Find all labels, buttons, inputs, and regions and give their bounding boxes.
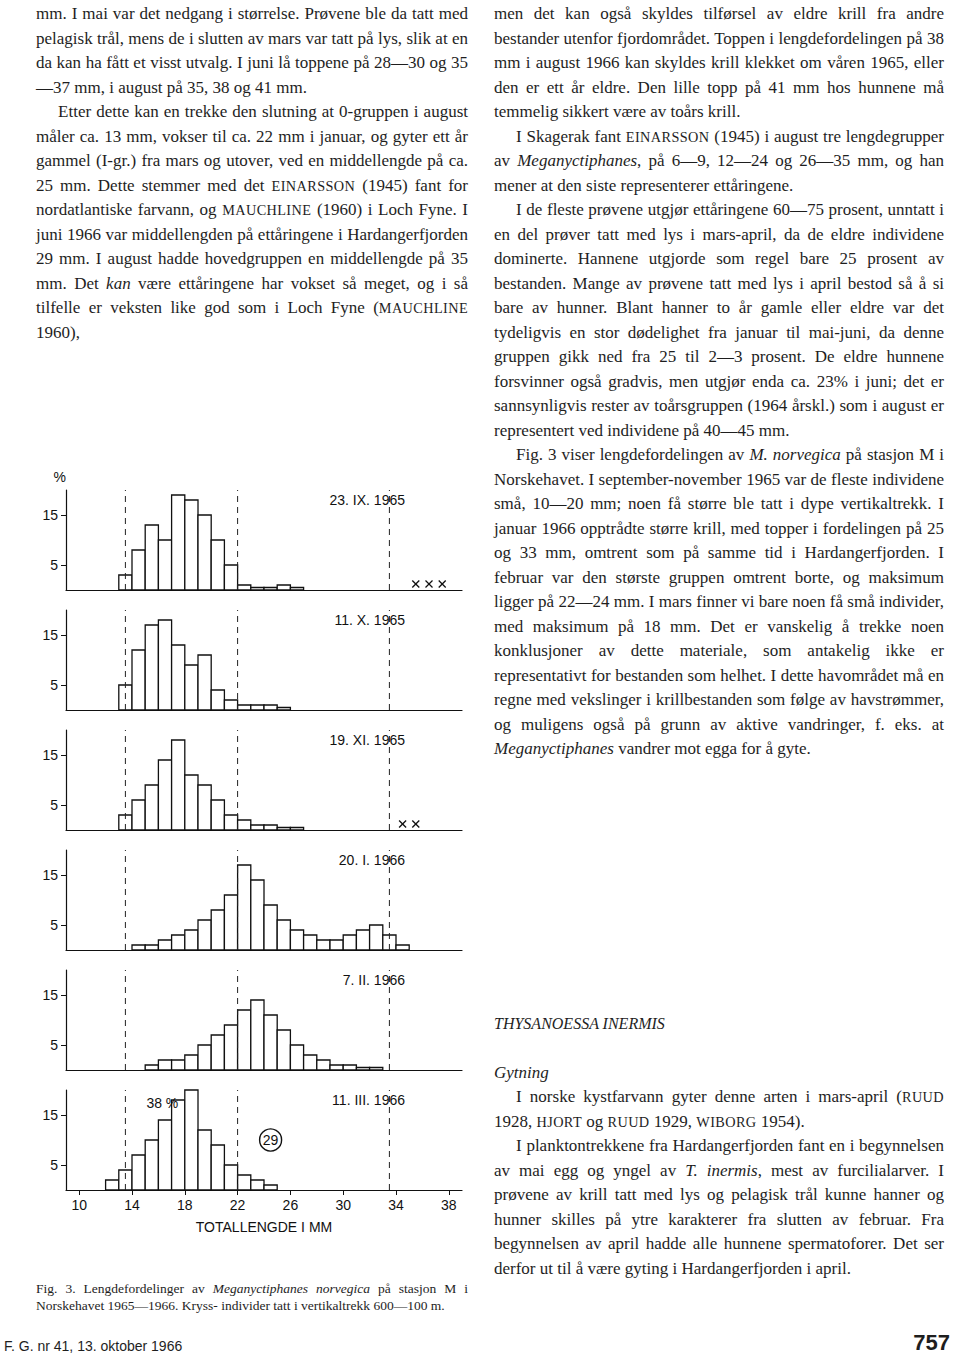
svg-text:30: 30: [335, 1197, 351, 1213]
html-text:I de fleste prøvene utgjør ett: I de fleste prøvene utgjør ettåringene 6…: [494, 200, 944, 440]
svg-text:14: 14: [124, 1197, 140, 1213]
svg-text:5: 5: [50, 677, 58, 693]
svg-text:15: 15: [42, 627, 58, 643]
svg-text:29: 29: [263, 1132, 279, 1148]
html-text:Fig. 3. Lengdefordelinger av M: Fig. 3. Lengdefordelinger av Meganyctiph…: [36, 1281, 468, 1313]
svg-text:%: %: [54, 469, 66, 485]
svg-text:5: 5: [50, 557, 58, 573]
svg-text:38: 38: [441, 1197, 457, 1213]
svg-text:TOTALLENGDE I MM: TOTALLENGDE I MM: [196, 1219, 332, 1235]
svg-text:11. X. 1965: 11. X. 1965: [334, 612, 405, 628]
svg-text:15: 15: [42, 867, 58, 883]
svg-text:5: 5: [50, 797, 58, 813]
svg-text:15: 15: [42, 507, 58, 523]
html-text:1928, HJORT og RUUD 1929, WIBO: 1928, HJORT og RUUD 1929, WIBORG 1954).: [494, 1111, 805, 1131]
svg-text:20. I. 1966: 20. I. 1966: [339, 852, 405, 868]
svg-text:22: 22: [230, 1197, 246, 1213]
html-text:mm. I mai var det nedgang i st: mm. I mai var det nedgang i størrelse. P…: [36, 4, 468, 97]
svg-text:11. III. 1966: 11. III. 1966: [332, 1092, 405, 1108]
svg-text:18: 18: [177, 1197, 193, 1213]
svg-text:23. IX. 1965: 23. IX. 1965: [329, 492, 405, 508]
html-text:Etter dette kan en trekke den: Etter dette kan en trekke den slutning a…: [36, 102, 468, 317]
svg-text:38 %: 38 %: [146, 1095, 178, 1111]
svg-text:15: 15: [42, 1107, 58, 1123]
svg-text:7. II. 1966: 7. II. 1966: [343, 972, 405, 988]
html-text:Fig. 3 viser lengdefordelingen: Fig. 3 viser lengdefordelingen av M. nor…: [494, 445, 944, 734]
svg-text:5: 5: [50, 1157, 58, 1173]
html-text:1960),: 1960),: [36, 322, 80, 342]
html-text:757: 757: [913, 1330, 950, 1355]
html-text:Gytning: Gytning: [494, 1062, 549, 1082]
html-text:I norske kystfarvann gyter den: I norske kystfarvann gyter denne arten i…: [516, 1087, 944, 1106]
html-text:I planktontrekkene fra Hardang: I planktontrekkene fra Hardangerfjorden …: [494, 1136, 944, 1278]
html-text:I Skagerak fant EINARSSON (194: I Skagerak fant EINARSSON (1945) i augus…: [494, 126, 944, 195]
svg-text:34: 34: [388, 1197, 404, 1213]
html-text:THYSANOESSA INERMIS: THYSANOESSA INERMIS: [494, 1015, 665, 1032]
svg-text:10: 10: [71, 1197, 87, 1213]
html-text:F. G. nr 41, 13. oktober 1966: F. G. nr 41, 13. oktober 1966: [4, 1338, 183, 1354]
svg-text:26: 26: [283, 1197, 299, 1213]
svg-text:5: 5: [50, 1037, 58, 1053]
svg-text:5: 5: [50, 917, 58, 933]
html-text:men det kan også skyldes tilfø: men det kan også skyldes tilførsel av el…: [494, 4, 944, 121]
svg-text:15: 15: [42, 987, 58, 1003]
html-text:Meganyctiphanes vandrer mot eg: Meganyctiphanes vandrer mot egga for å g…: [494, 739, 811, 758]
svg-text:15: 15: [42, 747, 58, 763]
svg-text:19. XI. 1965: 19. XI. 1965: [329, 732, 405, 748]
